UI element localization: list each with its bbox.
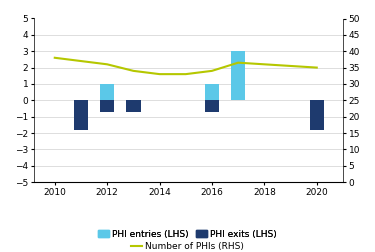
Bar [74,100,88,130]
Bar [205,100,219,112]
Bar [309,100,324,130]
Legend: Number of PHIs (RHS): Number of PHIs (RHS) [127,239,248,252]
Bar [231,51,245,100]
Bar [100,100,114,112]
Legend: PHI entries (LHS), PHI exits (LHS): PHI entries (LHS), PHI exits (LHS) [94,226,281,242]
Bar [205,84,219,100]
Bar [100,84,114,100]
Bar [126,100,141,112]
